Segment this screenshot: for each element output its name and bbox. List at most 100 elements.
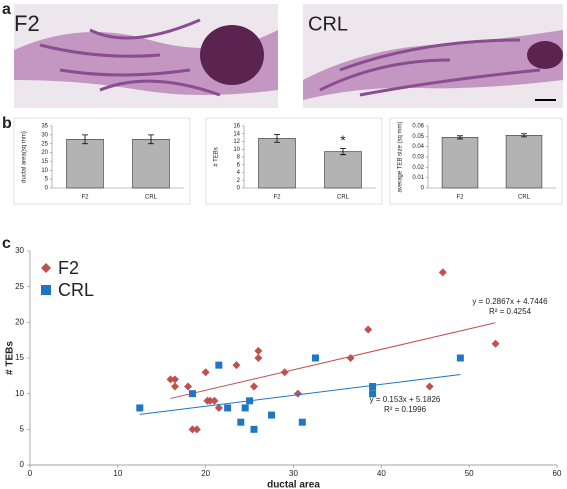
panel-label: b [2, 115, 12, 132]
point [438, 268, 447, 277]
point [254, 346, 263, 355]
trendline [139, 374, 461, 415]
y-tick-label: 6 [237, 162, 241, 168]
point [364, 325, 373, 334]
y-tick-label: 20 [41, 150, 48, 156]
x-tick-label: 20 [201, 469, 210, 478]
point [268, 411, 276, 419]
point [192, 425, 201, 434]
y-tick-label: 0.06 [412, 124, 424, 130]
point [224, 404, 232, 412]
y-tick-label: 15 [15, 353, 24, 362]
trendline-equation: y = 0.2867x + 4.7446 [472, 297, 548, 306]
y-axis-label: # TEBs [5, 341, 16, 375]
y-tick-label: 0.03 [412, 155, 424, 161]
point [166, 375, 175, 384]
x-tick-label: F2 [81, 195, 89, 201]
y-tick-label: 20 [15, 317, 24, 326]
point [214, 403, 223, 412]
point [249, 382, 258, 391]
panel-label: c [2, 235, 11, 252]
point [215, 361, 223, 369]
point [210, 396, 219, 405]
y-tick-label: 12 [233, 139, 240, 145]
point [298, 418, 306, 426]
point [456, 354, 464, 362]
point [491, 339, 500, 348]
error-bar [148, 134, 154, 145]
bar [441, 137, 479, 189]
annotation: * [340, 132, 346, 148]
x-tick-label: 10 [113, 469, 122, 478]
y-tick-label: 0.01 [412, 175, 424, 181]
point [184, 382, 193, 391]
y-tick-label: 0.02 [412, 165, 424, 171]
y-tick-label: 10 [41, 168, 48, 174]
point [136, 404, 144, 412]
point [369, 383, 377, 391]
image-label: CRL [308, 13, 348, 35]
image-label: F2 [14, 11, 40, 36]
y-tick-label: 25 [15, 282, 24, 291]
x-tick-label: CRL [145, 195, 158, 201]
legend-label: F2 [58, 258, 79, 278]
y-tick-label: 30 [15, 246, 24, 255]
bar [258, 138, 296, 189]
error-bar [82, 134, 88, 145]
panel-label: a [2, 1, 11, 18]
x-tick-label: F2 [273, 195, 281, 201]
point [170, 375, 179, 384]
x-tick-label: F2 [456, 195, 464, 201]
legend-marker [41, 263, 51, 273]
point [241, 404, 249, 412]
x-axis-label: ductal area [267, 480, 320, 489]
point [311, 354, 319, 362]
x-tick-label: 0 [28, 469, 33, 478]
error-bar [274, 134, 280, 143]
bar [132, 138, 170, 189]
y-tick-label: 5 [45, 177, 49, 183]
trendline-equation: y = 0.153x + 5.1826 [370, 395, 441, 404]
point [293, 389, 302, 398]
photo-f2 [14, 4, 278, 108]
error-bar [521, 133, 527, 138]
y-tick-label: 0.04 [412, 144, 424, 150]
point [250, 425, 258, 433]
y-tick-label: 0.05 [412, 134, 424, 140]
y-axis-label: average TEB size (sq mm) [398, 122, 404, 193]
photo-crl [303, 4, 563, 108]
point [425, 382, 434, 391]
x-tick-label: 40 [377, 469, 386, 478]
bar [66, 138, 104, 189]
point [188, 425, 197, 434]
y-tick-label: 35 [41, 124, 48, 130]
x-tick-label: 50 [465, 469, 474, 478]
trendline [170, 322, 496, 399]
point [170, 382, 179, 391]
y-axis-label: # TEBs [214, 147, 220, 167]
x-tick-label: 60 [553, 469, 562, 478]
point [369, 390, 377, 398]
bar [505, 135, 543, 189]
trendline-r2: R² = 0.1996 [384, 405, 427, 414]
y-tick-label: 8 [237, 155, 241, 161]
x-tick-label: CRL [518, 195, 531, 201]
error-bar [457, 135, 463, 140]
trendline-r2: R² = 0.4254 [489, 307, 532, 316]
y-tick-label: 0 [237, 186, 241, 192]
y-tick-label: 0 [45, 186, 49, 192]
point [237, 418, 245, 426]
y-tick-label: 14 [233, 131, 240, 137]
y-tick-label: 10 [233, 147, 240, 153]
y-tick-label: 16 [233, 124, 240, 130]
y-tick-label: 0 [421, 186, 425, 192]
y-tick-label: 5 [20, 424, 25, 433]
y-tick-label: 25 [41, 141, 48, 147]
point [346, 354, 355, 362]
y-tick-label: 15 [41, 159, 48, 165]
point [206, 396, 215, 405]
legend-marker [41, 285, 51, 295]
y-tick-label: 10 [15, 389, 24, 398]
